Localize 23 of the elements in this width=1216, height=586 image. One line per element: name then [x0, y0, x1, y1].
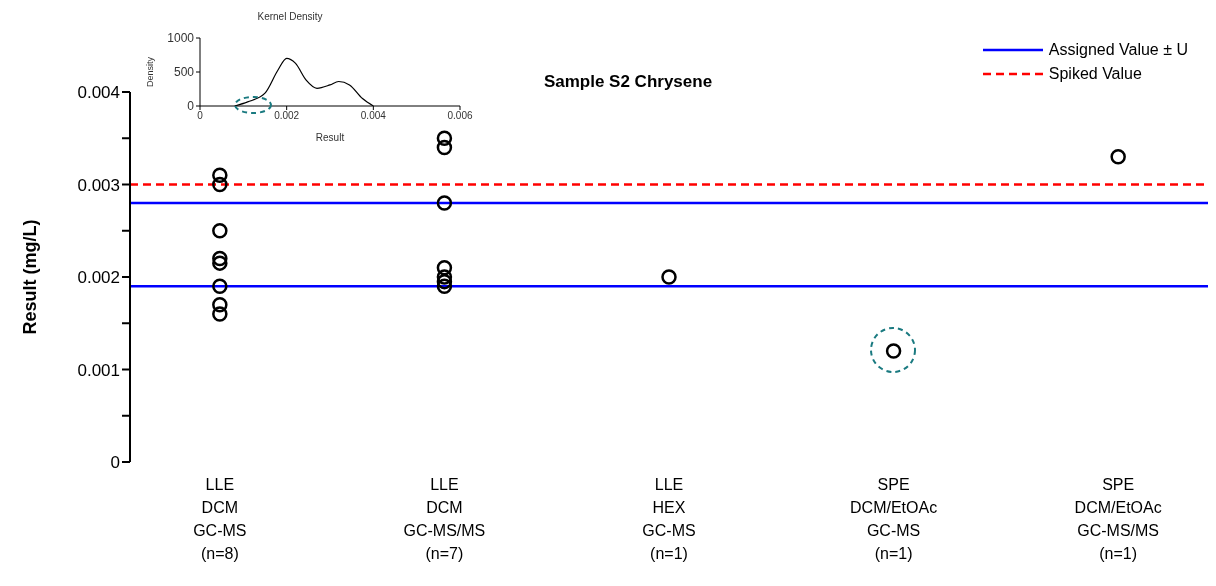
chart-title: Kernel Density — [256, 11, 324, 22]
y-tick-label: 1000 — [167, 31, 195, 46]
legend-label: Assigned Value ± U — [1048, 41, 1188, 59]
legend-label: Spiked Value — [1048, 65, 1142, 83]
y-tick-label: 0.003 — [77, 175, 120, 195]
x-tick-label: 0.002 — [274, 110, 300, 122]
x-tick-label: SPE DCM/EtOAc GC-MS/MS (n=1) — [1074, 476, 1162, 562]
y-tick-label: 0.001 — [77, 360, 120, 380]
x-tick-label: LLE DCM GC-MS (n=8) — [193, 476, 247, 562]
x-axis-title: Result — [315, 132, 345, 143]
y-tick-label: 0.004 — [77, 83, 120, 103]
x-tick-label: SPE DCM/EtOAc GC-MS (n=1) — [850, 476, 938, 562]
chart-title: Sample S2 Chrysene — [542, 72, 714, 92]
y-tick-label: 500 — [173, 65, 195, 80]
x-tick-label: LLE DCM GC-MS/MS (n=7) — [403, 476, 486, 562]
y-axis-title: Density — [145, 56, 156, 88]
x-tick-label: 0.006 — [447, 110, 473, 122]
y-tick-label: 0 — [110, 453, 120, 473]
x-tick-label: 0 — [197, 110, 204, 122]
x-tick-label: LLE HEX GC-MS (n=1) — [642, 476, 696, 562]
y-tick-label: 0.002 — [77, 268, 120, 288]
y-axis-title: Result (mg/L) — [20, 219, 41, 335]
x-tick-label: 0.004 — [360, 110, 387, 122]
